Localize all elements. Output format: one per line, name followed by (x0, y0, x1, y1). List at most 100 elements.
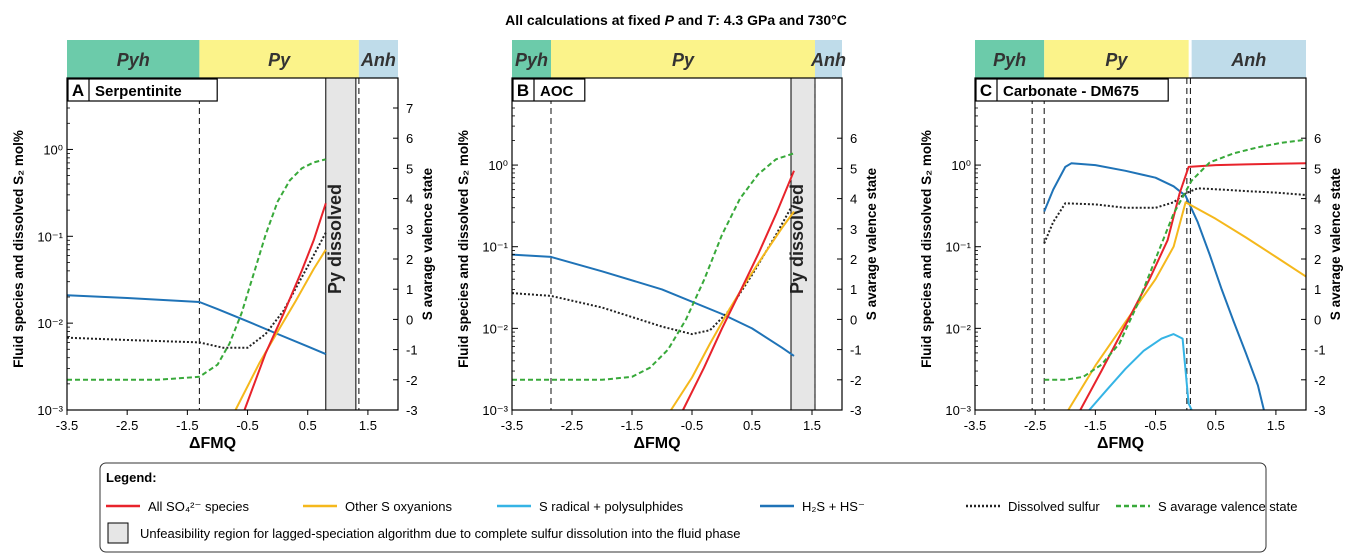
y2-tick-label: -1 (850, 343, 862, 358)
x-tick-label: 1.5 (359, 418, 377, 433)
stability-label: Pyh (117, 50, 150, 70)
legend-item-label: S radical + polysulphides (539, 499, 684, 514)
unfeasible-region (790, 77, 816, 411)
stability-band-py (1044, 40, 1189, 78)
x-tick-label: -1.5 (621, 418, 643, 433)
y-axis-label: Fluid species and dissolved S₂ mol% (456, 130, 471, 368)
y2-tick-label: 6 (1314, 131, 1321, 146)
y2-tick-label: 5 (406, 161, 413, 176)
y2-tick-label: 0 (1314, 312, 1321, 327)
legend-item-label: Dissolved sulfur (1008, 499, 1100, 514)
legend-unfeasible-swatch (107, 522, 129, 544)
y2-tick-label: -1 (406, 343, 418, 358)
x-tick-label: -2.5 (561, 418, 583, 433)
stability-band-anh (358, 40, 398, 78)
x-tick-label: 0.5 (743, 418, 761, 433)
y2-tick-label: 1 (406, 282, 413, 297)
unfeasible-region (325, 77, 357, 411)
y2-tick-label: -2 (1314, 373, 1326, 388)
axes-frame (511, 77, 843, 411)
y2-tick-label: -2 (850, 373, 862, 388)
series-dissolved (66, 232, 327, 349)
series-radical (1088, 333, 1193, 411)
stability-band-pyh (67, 40, 200, 78)
legend-item-label: S avarage valence state (1158, 499, 1297, 514)
stability-band-py (551, 40, 815, 78)
x-tick-label: 0.5 (299, 418, 317, 433)
unfeasible-label: Py dissolved (787, 184, 807, 294)
x-tick-label: -0.5 (1144, 418, 1166, 433)
x-tick-label: -0.5 (236, 418, 258, 433)
panel-letter: C (980, 81, 992, 100)
y2-tick-label: 5 (1314, 161, 1321, 176)
series-h2s (511, 253, 795, 357)
series-oxyanions (234, 249, 327, 411)
y2-tick-label: 2 (850, 252, 857, 267)
legend: Legend: All SO₄²⁻ species Other S oxyanion… (99, 462, 1297, 553)
panel-title-box: C Carbonate - DM675 (975, 78, 1169, 102)
y-tick-label: 10⁻¹ (482, 240, 508, 255)
stability-band-pyh (512, 40, 551, 78)
legend-item-label: All SO₄²⁻ species (148, 499, 250, 514)
panels: Pyh Py Anh Py dissolved A Serpentinite -3.5 -2.… (11, 40, 1343, 452)
axes-frame (974, 77, 1307, 411)
y2-tick-label: 7 (406, 101, 413, 116)
panel-letter: A (72, 81, 84, 100)
y-tick-label: 10⁻³ (37, 403, 63, 418)
stability-label: Anh (1230, 50, 1266, 70)
y-tick-label: 10⁰ (488, 158, 508, 173)
stability-band-pyh (975, 40, 1045, 78)
panel-title-box: B AOC (512, 78, 586, 102)
y2-tick-label: 4 (1314, 192, 1321, 207)
series-so4 (1079, 162, 1307, 411)
series-valence (1044, 138, 1307, 381)
x-axis-label: ΔFMQ (189, 435, 236, 452)
panel-B: Pyh Py Anh Py dissolved B AOC -3.5 -2.5 -1.5 -0.5… (456, 40, 879, 452)
legend-box (99, 462, 1267, 553)
stability-label: Pyh (515, 50, 548, 70)
stability-label: Anh (360, 50, 396, 70)
legend-title: Legend: (106, 470, 157, 485)
stability-label: Py (268, 50, 291, 70)
unfeasible-label: Py dissolved (325, 184, 345, 294)
series-so4 (682, 170, 795, 411)
y2-tick-label: 3 (850, 222, 857, 237)
y-tick-label: 10⁻³ (482, 403, 508, 418)
y-tick-label: 10⁻² (945, 321, 971, 336)
y-tick-label: 10⁰ (43, 142, 63, 157)
x-tick-label: 1.5 (803, 418, 821, 433)
series-so4 (243, 202, 327, 411)
y-tick-label: 10⁰ (951, 158, 971, 173)
stability-band-anh (815, 40, 842, 78)
panel-title-frame (512, 78, 586, 102)
x-tick-label: -1.5 (1084, 418, 1106, 433)
x-axis-label: ΔFMQ (633, 435, 680, 452)
series-valence (512, 152, 795, 381)
y2-tick-label: 1 (850, 282, 857, 297)
y-axis-label: Fluid species and dissolved S₂ mol% (11, 130, 26, 368)
series-valence (67, 158, 327, 381)
stability-label: Py (1105, 50, 1128, 70)
y-tick-label: 10⁻³ (945, 403, 971, 418)
y2-tick-label: -2 (406, 373, 418, 388)
x-tick-label: -0.5 (681, 418, 703, 433)
y2-axis-label: S avarage valence state (420, 167, 435, 320)
y2-tick-label: 0 (406, 312, 413, 327)
x-tick-label: -3.5 (964, 418, 986, 433)
y2-axis-label: S avarage valence state (1328, 167, 1343, 320)
y2-tick-label: -3 (1314, 403, 1326, 418)
legend-item-label: Other S oxyanions (345, 499, 452, 514)
panel-title-box: A Serpentinite (67, 78, 218, 102)
panel-title: AOC (540, 83, 574, 100)
legend-unfeasible-label: Unfeasibility region for lagged-speciati… (140, 526, 741, 541)
x-axis-label: ΔFMQ (1097, 435, 1144, 452)
y2-tick-label: 2 (406, 252, 413, 267)
legend-item-label: H₂S + HS⁻ (802, 499, 865, 514)
x-tick-label: -1.5 (176, 418, 198, 433)
y2-tick-label: 3 (406, 222, 413, 237)
series-h2s (66, 294, 327, 356)
y2-tick-label: 6 (406, 131, 413, 146)
panel-A: Pyh Py Anh Py dissolved A Serpentinite -3.5 -2.… (11, 40, 435, 452)
y2-tick-label: 4 (850, 192, 857, 207)
